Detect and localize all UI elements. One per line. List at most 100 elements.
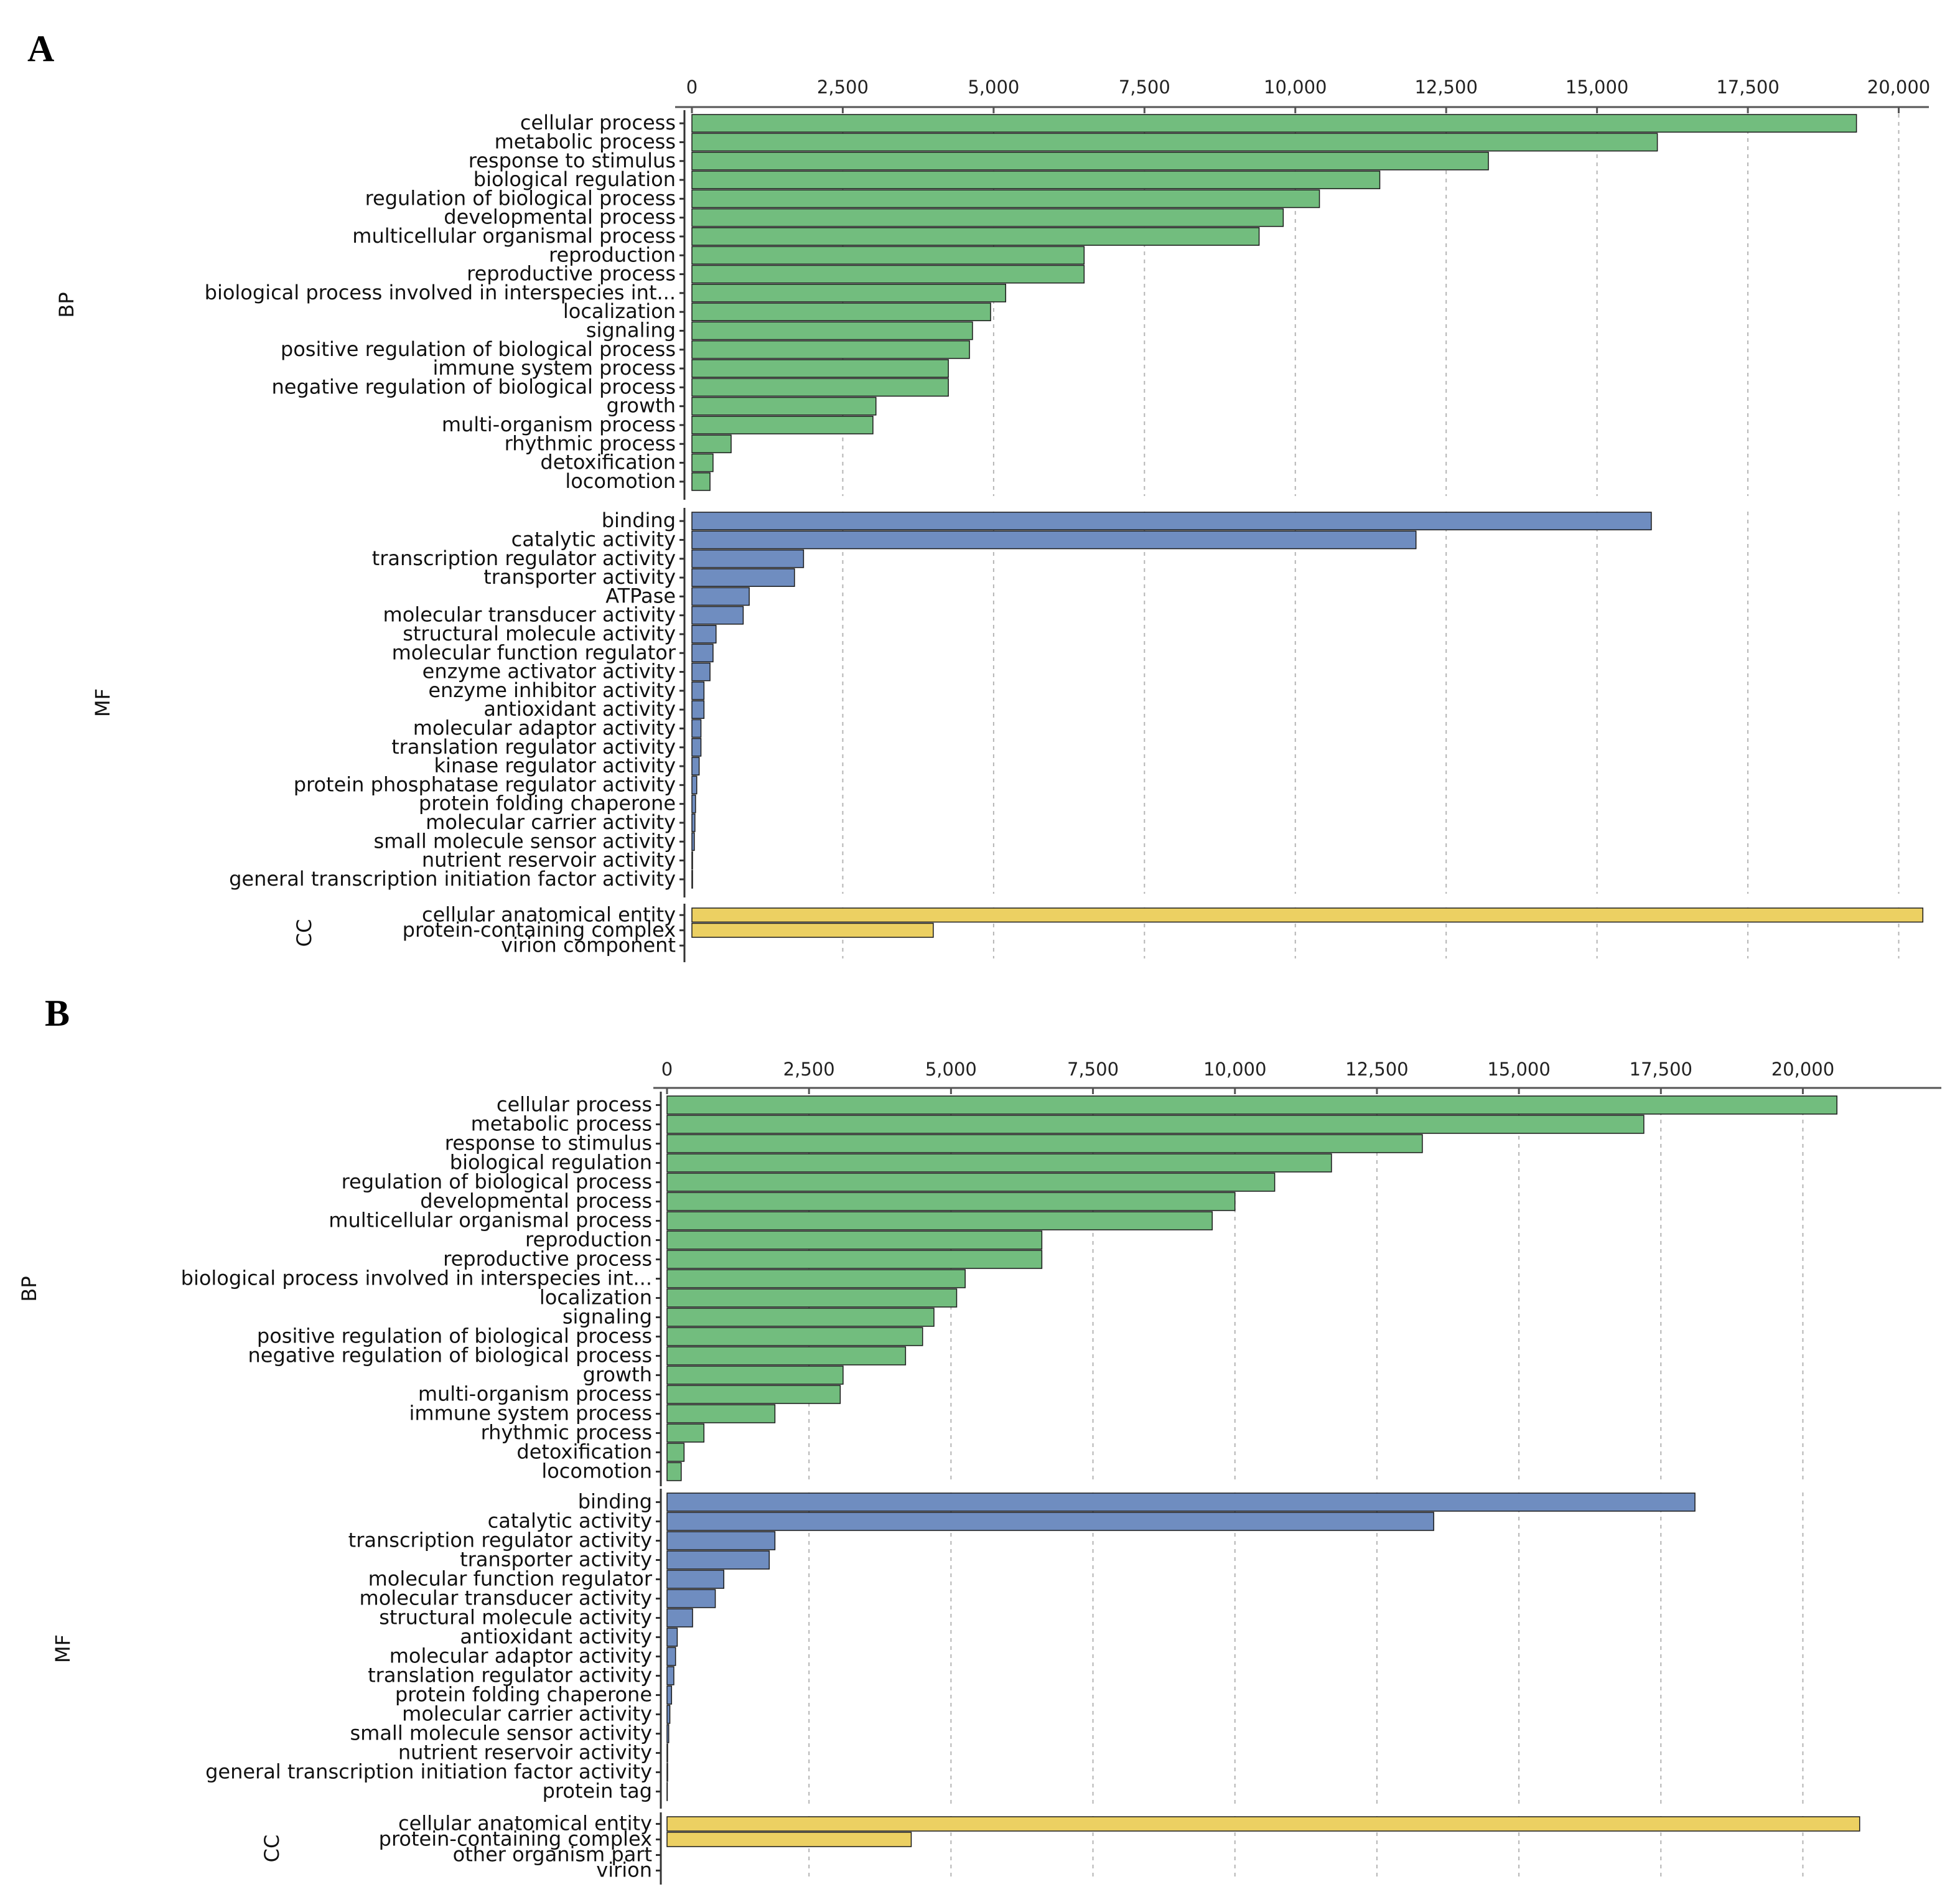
bar-bp-biological-process-involved-in-interspecies-int bbox=[666, 1269, 966, 1288]
bar-mf-antioxidant-activity bbox=[691, 700, 705, 719]
category-label: antioxidant activity bbox=[483, 697, 676, 721]
bar-cc-cellular-anatomical-entity bbox=[666, 1816, 1860, 1832]
x-tick-label: 12,500 bbox=[1345, 1059, 1408, 1080]
category-label: structural molecule activity bbox=[403, 622, 676, 645]
bar-bp-reproduction bbox=[666, 1230, 1043, 1250]
category-label: multicellular organismal process bbox=[329, 1209, 652, 1232]
category-label: nutrient reservoir activity bbox=[398, 1741, 652, 1764]
bar-bp-negative-regulation-of-biological-process bbox=[691, 378, 949, 397]
panel-a-chart: 0 2,500 5,000 7,500 10,000 12,500 15,000 17,500… bbox=[55, 77, 1930, 962]
category-label: small molecule sensor activity bbox=[350, 1722, 652, 1745]
panel-b-chart: 0 2,500 5,000 7,500 10,000 12,500 15,000 17,500… bbox=[17, 1059, 1941, 1885]
x-tick-label: 2,500 bbox=[817, 77, 869, 98]
category-label: biological process involved in interspec… bbox=[181, 1267, 652, 1290]
category-label: binding bbox=[602, 508, 676, 532]
facet-label-mf: MF bbox=[51, 1634, 75, 1663]
bar-mf-molecular-function-regulator bbox=[691, 644, 714, 663]
category-label: growth bbox=[583, 1363, 652, 1387]
x-tick-label: 7,500 bbox=[1119, 77, 1170, 98]
category-label: multi-organism process bbox=[442, 413, 676, 436]
bar-bp-detoxification bbox=[666, 1443, 685, 1462]
category-label: negative regulation of biological proces… bbox=[248, 1344, 652, 1367]
bar-mf-catalytic-activity bbox=[691, 530, 1417, 550]
bar-mf-binding bbox=[691, 512, 1652, 531]
category-label: binding bbox=[578, 1490, 652, 1514]
bar-bp-developmental-process bbox=[691, 208, 1284, 227]
bar-bp-multicellular-organismal-process bbox=[691, 227, 1260, 246]
bar-mf-transcription-regulator-activity bbox=[691, 549, 805, 568]
category-label: other organism part bbox=[453, 1843, 652, 1867]
category-label: metabolic process bbox=[471, 1112, 652, 1136]
x-tick-label: 2,500 bbox=[783, 1059, 835, 1080]
x-tick-label: 7,500 bbox=[1067, 1059, 1119, 1080]
bar-mf-molecular-carrier-activity bbox=[666, 1705, 671, 1724]
category-label: regulation of biological process bbox=[365, 186, 676, 210]
bar-bp-reproductive-process bbox=[666, 1250, 1043, 1269]
x-tick-label: 0 bbox=[661, 1059, 673, 1080]
bar-bp-biological-process-involved-in-interspecies-int bbox=[691, 283, 1007, 302]
category-label: molecular function regulator bbox=[392, 640, 676, 664]
category-label: ATPase bbox=[605, 584, 676, 607]
bar-mf-protein-folding-chaperone bbox=[691, 794, 696, 813]
bar-mf-atpase bbox=[691, 587, 750, 606]
category-label: molecular function regulator bbox=[368, 1567, 653, 1591]
category-label: positive regulation of biological proces… bbox=[257, 1324, 652, 1348]
category-label: molecular transducer activity bbox=[383, 603, 676, 627]
bar-mf-transcription-regulator-activity bbox=[666, 1531, 776, 1550]
bar-bp-growth bbox=[666, 1366, 844, 1385]
bar-bp-growth bbox=[691, 396, 877, 416]
bar-mf-kinase-regulator-activity bbox=[691, 757, 700, 775]
bar-bp-reproduction bbox=[691, 246, 1085, 265]
category-label: reproduction bbox=[525, 1228, 652, 1252]
category-label: enzyme activator activity bbox=[422, 660, 676, 683]
bar-bp-rhythmic-process bbox=[691, 434, 732, 454]
category-label: multi-organism process bbox=[418, 1382, 652, 1406]
x-tick-label: 15,000 bbox=[1566, 77, 1628, 98]
category-label: growth bbox=[607, 394, 676, 418]
bar-bp-metabolic-process bbox=[666, 1115, 1645, 1134]
category-label: response to stimulus bbox=[445, 1131, 652, 1155]
bar-mf-translation-regulator-activity bbox=[666, 1666, 674, 1685]
x-tick-label: 0 bbox=[686, 77, 698, 98]
bar-bp-locomotion bbox=[666, 1462, 682, 1481]
category-label: detoxification bbox=[516, 1440, 652, 1464]
bar-cc-protein-containing-complex bbox=[691, 922, 934, 938]
category-label: developmental process bbox=[420, 1189, 652, 1213]
bar-bp-multi-organism-process bbox=[666, 1385, 841, 1404]
category-label: catalytic activity bbox=[511, 527, 676, 551]
category-label: signaling bbox=[586, 318, 676, 342]
bar-bp-signaling bbox=[691, 321, 973, 340]
category-label: protein folding chaperone bbox=[419, 792, 676, 815]
bar-mf-general-transcription-initiation-factor-activity bbox=[691, 869, 693, 889]
bar-mf-protein-folding-chaperone bbox=[666, 1685, 673, 1705]
category-label: cellular process bbox=[497, 1093, 652, 1117]
bar-mf-small-molecule-sensor-activity bbox=[691, 832, 695, 851]
category-label: signaling bbox=[562, 1305, 652, 1329]
category-label: protein-containing complex bbox=[379, 1827, 652, 1851]
bar-cc-protein-containing-complex bbox=[666, 1832, 912, 1847]
x-tick-label: 15,000 bbox=[1487, 1059, 1550, 1080]
bar-bp-response-to-stimulus bbox=[691, 151, 1489, 171]
bar-bp-rhythmic-process bbox=[666, 1423, 705, 1443]
category-label: reproductive process bbox=[443, 1247, 652, 1271]
category-label: reproduction bbox=[549, 243, 676, 266]
category-label: molecular carrier activity bbox=[426, 810, 676, 834]
category-label: translation regulator activity bbox=[368, 1664, 652, 1687]
x-tick-label: 17,500 bbox=[1630, 1059, 1692, 1080]
facet-label-cc: CC bbox=[260, 1835, 284, 1863]
bar-mf-structural-molecule-activity bbox=[666, 1608, 693, 1628]
bar-bp-metabolic-process bbox=[691, 133, 1658, 152]
bar-mf-molecular-carrier-activity bbox=[691, 813, 696, 832]
category-label: cellular anatomical entity bbox=[422, 902, 676, 926]
category-label: positive regulation of biological proces… bbox=[281, 337, 676, 361]
bar-bp-reproductive-process bbox=[691, 265, 1085, 284]
category-label: rhythmic process bbox=[505, 431, 676, 455]
bar-mf-nutrient-reservoir-activity bbox=[666, 1743, 668, 1763]
category-label: protein-containing complex bbox=[403, 918, 676, 942]
category-label: antioxidant activity bbox=[460, 1625, 652, 1649]
x-tick-label: 5,000 bbox=[968, 77, 1019, 98]
bar-bp-detoxification bbox=[691, 453, 714, 472]
bar-mf-transporter-activity bbox=[666, 1550, 770, 1570]
x-tick-label: 10,000 bbox=[1203, 1059, 1266, 1080]
